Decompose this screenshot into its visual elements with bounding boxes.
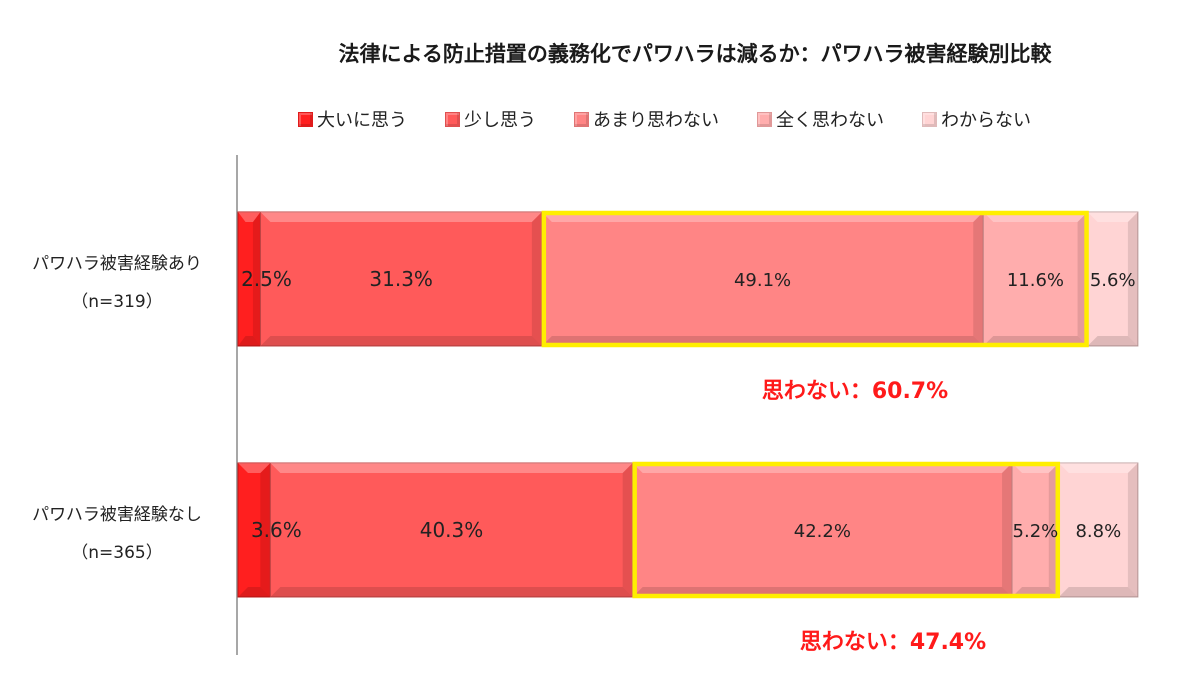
legend-label-4: わからない (941, 110, 1031, 131)
bar-bevel-bottom-0-4 (1087, 336, 1138, 346)
bar-bevel-right-0-1 (531, 212, 542, 346)
data-label-1-2: 42.2% (794, 521, 851, 542)
bar-bevel-right-1-1 (622, 463, 633, 597)
bar-bevel-top-1-0 (238, 463, 271, 473)
legend-swatch-0 (298, 111, 313, 127)
legend-item-3: 全く思わない (757, 106, 884, 132)
bar-bevel-right-0-0 (252, 212, 261, 346)
bar-bevel-right-0-2 (973, 212, 984, 346)
bar-segment-1-1 (269, 462, 634, 598)
category-n-label-1: （n=365） (71, 543, 162, 563)
bar-bevel-right-1-2 (1002, 463, 1013, 597)
bar-segment-1-3 (1011, 462, 1060, 598)
data-label-0-2: 49.1% (734, 270, 791, 291)
category-label-0: パワハラ被害経験あり (32, 254, 202, 274)
legend-label-1: 少し思う (464, 110, 536, 131)
legend-item-0: 大いに思う (298, 106, 407, 132)
bar-segment-1-4 (1058, 462, 1139, 598)
legend-swatch-2 (574, 111, 589, 127)
data-label-0-4: 5.6% (1090, 270, 1136, 291)
bar-segment-0-3 (982, 211, 1089, 347)
bar-bevel-top-0-0 (238, 212, 261, 222)
category-n-label-0: （n=319） (71, 292, 162, 312)
legend-label-3: 全く思わない (776, 110, 884, 131)
chart-title: 法律による防止措置の義務化でパワハラは減るか：パワハラ被害経験別比較 (338, 42, 1052, 66)
legend-swatch-3 (757, 111, 772, 127)
legend-item-4: わからない (922, 106, 1031, 132)
legend-label-2: あまり思わない (593, 110, 719, 131)
legend-item-1: 少し思う (445, 106, 536, 132)
bar-bevel-bottom-1-0 (238, 587, 271, 597)
data-label-1-4: 8.8% (1075, 521, 1121, 542)
bar-bevel-top-1-4 (1058, 463, 1138, 473)
bar-bevel-top-0-1 (260, 212, 542, 222)
highlight-callout-0: 思わない：60.7% (762, 379, 948, 404)
data-label-0-0: 2.5% (241, 267, 292, 291)
category-label-1: パワハラ被害経験なし (32, 505, 202, 525)
bar-bevel-right-1-0 (260, 463, 271, 597)
highlight-box-0 (541, 210, 1089, 348)
bar-bevel-top-0-4 (1087, 212, 1138, 222)
bar-bevel-bottom-1-1 (270, 587, 633, 597)
bar-segment-0-4 (1087, 211, 1139, 347)
legend-item-2: あまり思わない (574, 106, 719, 132)
highlight-box-1 (632, 461, 1061, 599)
legend-swatch-1 (445, 111, 460, 127)
bar-bevel-bottom-0-0 (238, 336, 261, 346)
chart-legend: 大いに思う 少し思う あまり思わない 全く思わない わからない (298, 104, 1031, 134)
highlight-callout-1: 思わない：47.4% (800, 630, 986, 655)
bar-segment-0-2 (541, 211, 984, 347)
bar-segment-0-1 (259, 211, 543, 347)
data-label-0-1: 31.3% (369, 267, 433, 291)
bar-segment-1-0 (237, 462, 271, 598)
data-label-1-0: 3.6% (251, 518, 302, 542)
legend-label-0: 大いに思う (317, 110, 407, 131)
bar-bevel-top-1-1 (270, 463, 633, 473)
bar-bevel-bottom-1-4 (1058, 587, 1138, 597)
legend-swatch-4 (922, 111, 937, 127)
data-label-1-1: 40.3% (420, 518, 484, 542)
bar-bevel-right-1-4 (1127, 463, 1138, 597)
bar-bevel-right-0-4 (1127, 212, 1138, 346)
data-label-1-3: 5.2% (1013, 521, 1059, 542)
data-label-0-3: 11.6% (1007, 270, 1064, 291)
bar-bevel-bottom-0-1 (260, 336, 542, 346)
